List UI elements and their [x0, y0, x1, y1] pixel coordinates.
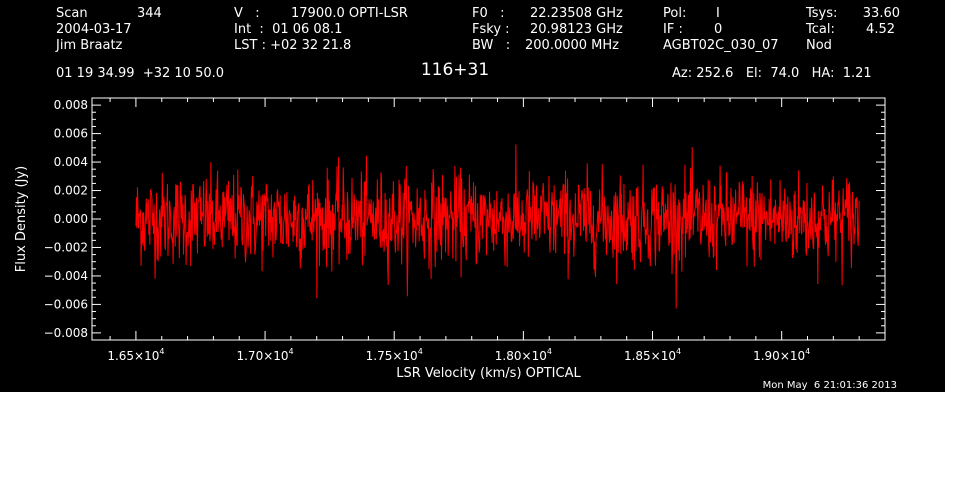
fsky-value: 20.98123 GHz [530, 22, 623, 37]
polarization-label: Pol: [663, 6, 687, 21]
f0-label: F0 : [472, 6, 505, 21]
y-tick-label: −0.008 [44, 326, 88, 340]
x-tick-label: 1.85×104 [624, 347, 681, 363]
tsys-label: Tsys: [806, 6, 838, 21]
spectrum-trace [135, 144, 860, 309]
if-label: IF : [663, 22, 683, 37]
observing-mode: Nod [806, 38, 832, 53]
spectrum-trace-layer [135, 144, 860, 309]
axis-ticks [92, 97, 886, 341]
observation-date: 2004-03-17 [56, 22, 132, 37]
y-tick-label: −0.004 [44, 269, 88, 283]
y-tick-label: 0.000 [54, 212, 88, 226]
plot-timestamp: Mon May 6 21:01:36 2013 [762, 380, 897, 391]
integration-time: Int : 01 06 08.1 [234, 22, 343, 37]
bandwidth-label: BW : [472, 38, 511, 53]
y-tick-label: 0.008 [54, 98, 88, 112]
scan-number: 344 [137, 6, 162, 21]
y-axis-label: Flux Density (Jy) [14, 166, 29, 272]
x-tick-label: 1.80×104 [495, 347, 552, 363]
x-tick-label: 1.75×104 [366, 347, 423, 363]
x-tick-label: 1.65×104 [107, 347, 164, 363]
y-tick-label: −0.006 [44, 297, 88, 311]
y-tick-label: −0.002 [44, 240, 88, 254]
if-value: 0 [714, 22, 723, 37]
bandwidth-value: 200.0000 MHz [525, 38, 619, 53]
tsys-value: 33.60 [862, 6, 900, 21]
source-coordinates: 01 19 34.99 +32 10 50.0 [56, 66, 225, 81]
chart-title: 116+31 [420, 60, 490, 80]
x-axis-label: LSR Velocity (km/s) OPTICAL [396, 366, 581, 381]
velocity-label: V : [234, 6, 260, 21]
scan-label: Scan [56, 6, 88, 21]
y-tick-label: 0.002 [54, 184, 88, 198]
x-tick-label: 1.90×104 [753, 347, 810, 363]
y-tick-label: 0.006 [54, 127, 88, 141]
x-tick-label: 1.70×104 [236, 347, 293, 363]
az-el-ha: Az: 252.6 El: 74.0 HA: 1.21 [672, 66, 872, 81]
tcal-label: Tcal: [806, 22, 835, 37]
y-tick-label: 0.004 [54, 155, 88, 169]
session-name: AGBT02C_030_07 [663, 38, 779, 53]
polarization-value: I [716, 6, 720, 21]
f0-value: 22.23508 GHz [530, 6, 623, 21]
lst-value: LST : +02 32 21.8 [234, 38, 352, 53]
plot-window: Scan 344 2004-03-17 Jim Braatz 01 19 34.… [0, 0, 945, 392]
tcal-value: 4.52 [866, 22, 895, 37]
observer-name: Jim Braatz [56, 38, 123, 53]
axis-labels: −0.008 −0.006 −0.004 −0.002 0.000 0.002 0.004 0… [14, 98, 810, 381]
fsky-label: Fsky : [472, 22, 510, 37]
spectrum-chart: −0.008 −0.006 −0.004 −0.002 0.000 0.002 0.004 0… [14, 97, 886, 381]
velocity-value: 17900.0 OPTI-LSR [291, 6, 408, 21]
